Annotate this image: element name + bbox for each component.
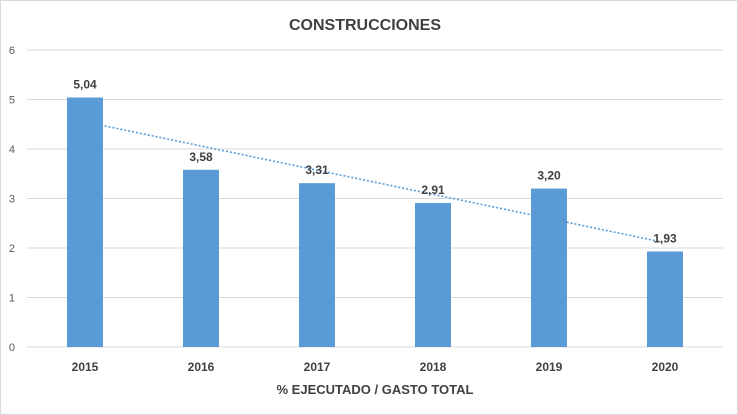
x-tick-label: 2018	[420, 360, 447, 374]
x-tick-label: 2019	[536, 360, 563, 374]
bar	[415, 202, 451, 347]
x-tick-label: 2016	[188, 360, 215, 374]
x-tick-label: 2015	[72, 360, 99, 374]
y-axis-ticks: 0 1 2 3 4 5 6	[9, 45, 15, 354]
data-label: 2,91	[421, 183, 445, 197]
y-tick-label: 0	[9, 342, 15, 354]
x-axis-ticks: 2015 2016 2017 2018 2019 2020	[72, 360, 679, 374]
bar	[183, 169, 219, 347]
gridlines	[27, 49, 723, 348]
data-label: 3,20	[537, 169, 561, 183]
bar	[67, 97, 103, 348]
trendline	[84, 121, 666, 244]
data-label: 5,04	[73, 78, 97, 92]
bar	[531, 188, 567, 347]
trendline-path	[84, 121, 666, 244]
bar	[299, 183, 335, 347]
data-label: 3,58	[189, 150, 213, 164]
y-tick-label: 6	[9, 45, 15, 57]
y-tick-label: 3	[9, 194, 15, 206]
data-label: 3,31	[305, 163, 329, 177]
x-axis-label: % EJECUTADO / GASTO TOTAL	[277, 382, 474, 397]
y-tick-label: 4	[9, 144, 15, 156]
data-label: 1,93	[653, 231, 677, 245]
y-tick-label: 2	[9, 243, 15, 255]
x-tick-label: 2017	[304, 360, 331, 374]
x-tick-label: 2020	[652, 360, 679, 374]
y-tick-label: 1	[9, 293, 15, 305]
data-labels: 5,04 3,58 3,31 2,91 3,20 1,93	[73, 78, 677, 246]
bars	[67, 97, 683, 348]
y-tick-label: 5	[9, 95, 15, 107]
bar	[647, 251, 683, 347]
chart-title: CONSTRUCCIONES	[289, 17, 441, 34]
